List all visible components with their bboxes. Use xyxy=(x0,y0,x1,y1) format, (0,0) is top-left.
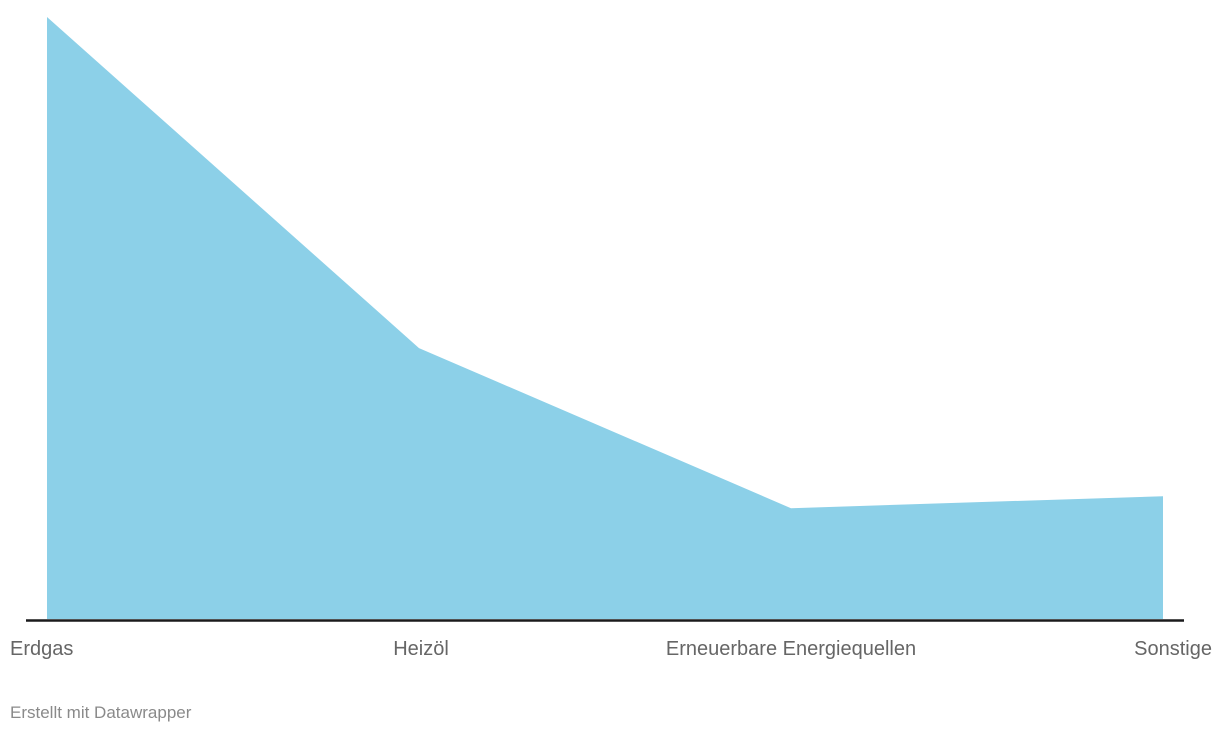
area-series xyxy=(47,17,1163,619)
datawrapper-credit-link[interactable]: Erstellt mit Datawrapper xyxy=(10,703,192,722)
